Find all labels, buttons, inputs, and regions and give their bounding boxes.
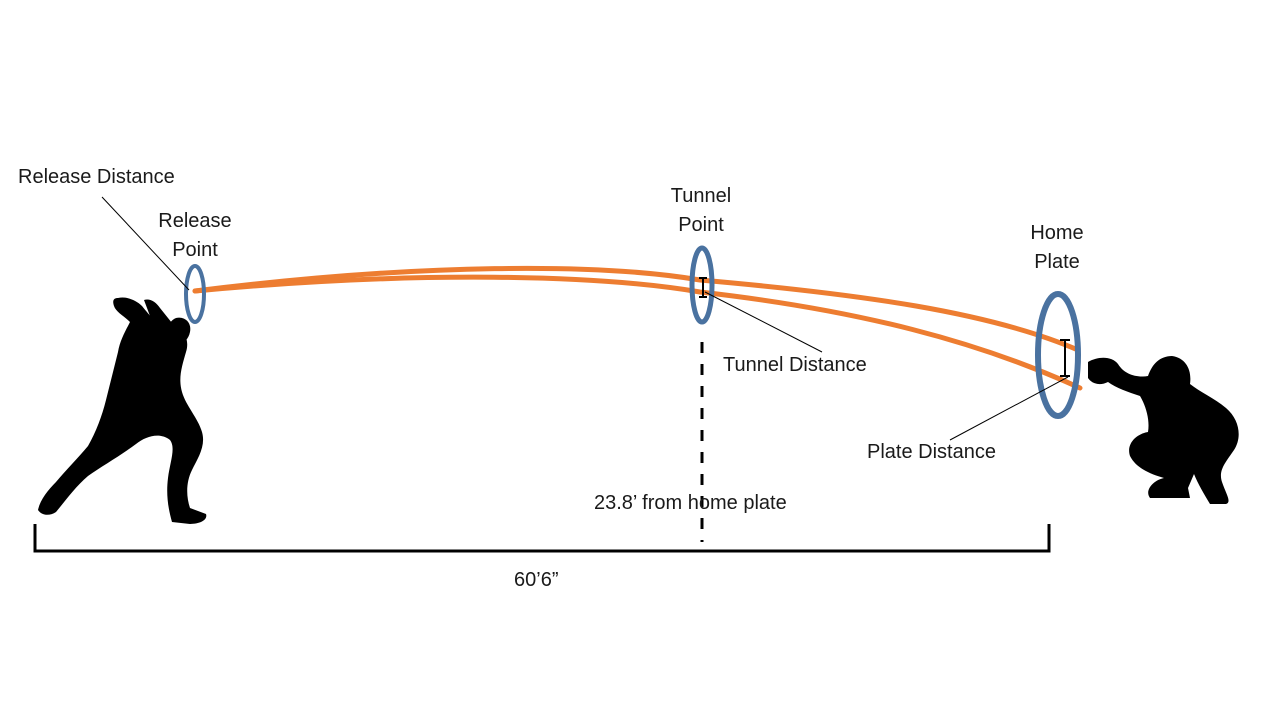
pitcher-silhouette-icon <box>38 297 207 524</box>
pitch-path-lower <box>192 274 1083 391</box>
release-point-ring <box>184 264 206 324</box>
tunnel-from-home-label: 23.8’ from home plate <box>594 492 787 514</box>
home-plate-label-line2: Plate <box>1034 251 1080 273</box>
release-point-label: Release Point <box>145 207 245 265</box>
plate-distance-leader <box>949 376 1069 441</box>
total-distance-bracket <box>33 524 1051 553</box>
tunnel-point-label-line2: Point <box>678 214 724 236</box>
tunnel-point-label: Tunnel Point <box>651 182 751 240</box>
pitch-paths <box>192 265 1083 391</box>
release-point-label-line1: Release <box>158 210 232 232</box>
release-distance-label: Release Distance <box>18 166 175 188</box>
leader-lines <box>101 196 1069 441</box>
rings <box>184 245 1081 419</box>
distance-markers <box>699 277 1070 377</box>
total-distance-label: 60’6” <box>514 569 559 591</box>
release-distance-leader <box>101 196 190 291</box>
tunnel-distance-label: Tunnel Distance <box>723 354 867 376</box>
home-plate-ring <box>1035 291 1081 419</box>
tunnel-distance-leader <box>704 291 823 353</box>
home-plate-label-line1: Home <box>1030 222 1084 244</box>
plate-distance-marker <box>1060 339 1070 377</box>
plate-distance-label: Plate Distance <box>867 441 996 463</box>
tunnel-distance-marker <box>699 277 707 298</box>
tunnel-point-label-line1: Tunnel <box>670 185 732 207</box>
release-point-label-line2: Point <box>172 239 218 261</box>
catcher-silhouette-icon <box>1088 356 1239 504</box>
tunnel-point-ring <box>689 245 715 325</box>
home-plate-label: Home Plate <box>1007 219 1107 277</box>
